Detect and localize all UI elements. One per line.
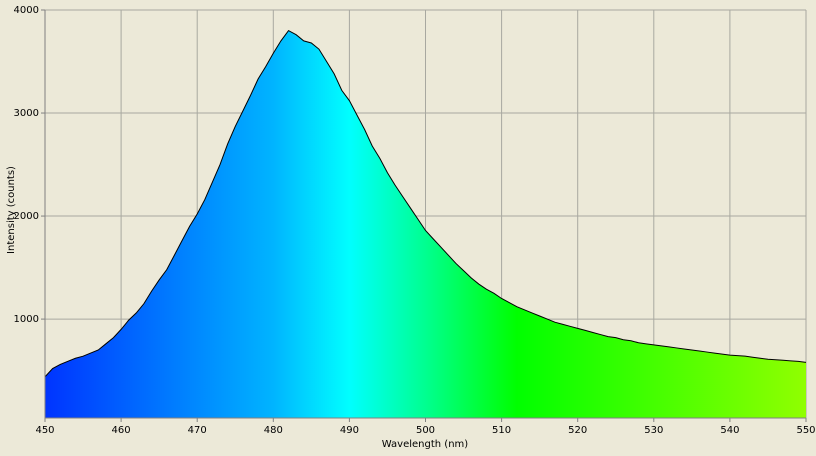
x-tick-label: 540 (720, 425, 739, 436)
x-tick-label: 470 (188, 425, 207, 436)
x-tick-label: 520 (568, 425, 587, 436)
x-tick-label: 550 (796, 425, 815, 436)
y-tick-label: 3000 (14, 108, 39, 119)
x-tick-label: 530 (644, 425, 663, 436)
x-axis-label: Wavelength (nm) (382, 439, 468, 450)
spectrum-line (44, 29, 807, 378)
x-tick-label: 450 (35, 425, 54, 436)
y-tick-label: 4000 (14, 5, 39, 16)
x-tick-label: 490 (340, 425, 359, 436)
y-tick-label: 2000 (14, 211, 39, 222)
x-tick-label: 500 (416, 425, 435, 436)
y-axis-label: Intensity (counts) (6, 166, 17, 254)
x-tick-label: 480 (264, 425, 283, 436)
x-tick-label: 510 (492, 425, 511, 436)
x-tick-label: 460 (112, 425, 131, 436)
y-tick-label: 1000 (14, 314, 39, 325)
